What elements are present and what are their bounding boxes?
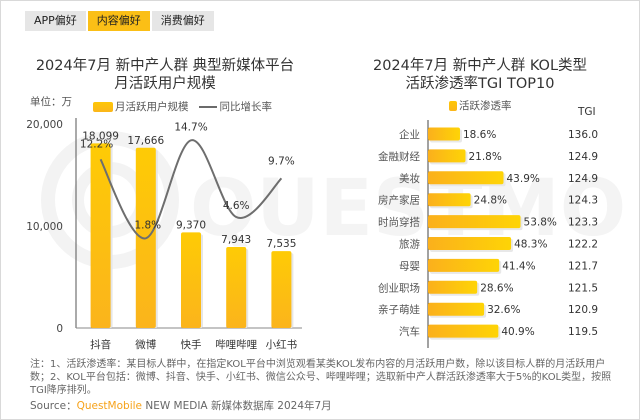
- bar: [181, 232, 201, 328]
- tgi-value: 136.0: [568, 129, 598, 141]
- left-chart: 0 10,000 20,000 18,099 抖音 17,666 微博 9,370 快手 7,94…: [26, 118, 302, 350]
- bar-value-label: 40.9%: [501, 326, 534, 338]
- right-title-line1: 2024年7月 新中产人群 KOL类型: [372, 58, 588, 74]
- growth-rate-line: [99, 139, 283, 240]
- legend-penetration-swatch: [449, 100, 457, 111]
- bar-value-label: 7,535: [266, 238, 296, 250]
- line-value-label: 14.7%: [174, 121, 207, 133]
- x-tick-label: 哔哩哔哩: [215, 338, 257, 350]
- legend-penetration-label: 活跃渗透率: [459, 100, 512, 112]
- legend-line-swatch: [198, 105, 217, 108]
- left-title-line2: 月活跃用户规模: [114, 76, 216, 92]
- category-label: 企业: [399, 128, 420, 141]
- bar-value-label: 24.8%: [474, 195, 507, 207]
- tgi-header: TGI: [578, 106, 596, 118]
- tgi-value: 121.7: [568, 260, 598, 272]
- left-chart-title: 2024年7月 新中产人群 典型新媒体平台 月活跃用户规模: [20, 57, 310, 93]
- line-value-label: 4.6%: [223, 200, 250, 212]
- y-tick-label: 0: [56, 323, 63, 335]
- tab-app-preference[interactable]: APP偏好: [25, 11, 86, 31]
- x-tick-label: 快手: [181, 338, 202, 350]
- source-prefix: Source：: [30, 400, 77, 412]
- bar-value-label: 7,943: [221, 234, 251, 246]
- line-value-label: 1.8%: [134, 219, 161, 231]
- x-tick-label: 小红书: [266, 338, 298, 350]
- tgi-value: 124.9: [568, 151, 598, 163]
- category-label: 旅游: [399, 238, 420, 251]
- legend-bar-swatch: [93, 101, 113, 112]
- tgi-value: 124.3: [568, 195, 598, 207]
- category-label: 时尚穿搭: [378, 216, 420, 229]
- right-chart: 企业 18.6% 136.0 金融财经 21.8% 124.9 美妆 43.9% 124.9 房产…: [378, 120, 598, 348]
- bar: [428, 193, 471, 207]
- bar: [271, 251, 292, 328]
- bar-value-label: 28.6%: [480, 282, 513, 294]
- bar: [226, 246, 247, 328]
- x-tick-label: 微博: [135, 338, 156, 350]
- category-label: 母婴: [399, 260, 420, 272]
- legend-line-label: 同比增长率: [219, 101, 273, 113]
- bar: [428, 215, 521, 229]
- bar-value-label: 41.4%: [502, 260, 535, 272]
- left-title-line1: 2024年7月 新中产人群 典型新媒体平台: [35, 58, 295, 74]
- bar: [428, 258, 500, 272]
- bar: [428, 171, 504, 185]
- bar: [428, 149, 466, 163]
- tab-bar: APP偏好 内容偏好 消费偏好: [25, 11, 214, 31]
- legend-bar-label: 月活跃用户规模: [115, 101, 189, 113]
- tab-content-preference[interactable]: 内容偏好: [87, 11, 150, 31]
- source-line: Source：QuestMobile NEW MEDIA 新媒体数据库 2024…: [30, 398, 332, 413]
- y-tick-label: 20,000: [26, 119, 63, 131]
- right-title-line2: 活跃渗透率TGI TOP10: [405, 76, 555, 92]
- y-tick-label: 10,000: [26, 221, 63, 233]
- tab-consumption-preference[interactable]: 消费偏好: [151, 11, 214, 31]
- tgi-value: 122.2: [568, 239, 598, 251]
- unit-label: 单位：万: [30, 96, 72, 108]
- tgi-value: 120.9: [568, 304, 598, 316]
- source-brand: QuestMobile: [76, 400, 142, 412]
- right-legend: 活跃渗透率: [449, 98, 512, 113]
- bar: [428, 280, 478, 294]
- left-legend: 月活跃用户规模 同比增长率: [93, 99, 272, 114]
- line-value-label: 12.2%: [80, 138, 113, 150]
- tgi-value: 119.5: [568, 326, 598, 338]
- tgi-value: 123.3: [568, 217, 598, 229]
- footnote: 注：1、活跃渗透率：某目标人群中，在指定KOL平台中浏览观看某类KOL发布内容的…: [30, 359, 612, 396]
- bar: [428, 237, 512, 250]
- bar: [90, 143, 111, 328]
- bar-value-label: 32.6%: [487, 304, 520, 316]
- category-label: 亲子萌娃: [378, 303, 420, 316]
- bar-value-label: 9,370: [176, 219, 206, 231]
- bar-value-label: 48.3%: [514, 239, 547, 251]
- tgi-value: 121.5: [568, 282, 598, 294]
- source-suffix: NEW MEDIA 新媒体数据库 2024年7月: [142, 400, 332, 412]
- bar-value-label: 43.9%: [507, 173, 540, 185]
- bar-value-label: 17,666: [127, 135, 164, 147]
- bar-value-label: 53.8%: [524, 217, 557, 229]
- bar: [428, 324, 499, 338]
- bar: [428, 127, 460, 141]
- category-label: 汽车: [399, 325, 420, 338]
- category-label: 房产家居: [378, 194, 420, 207]
- bar-value-label: 21.8%: [468, 151, 501, 163]
- tgi-value: 124.9: [568, 173, 598, 185]
- bar: [428, 302, 485, 316]
- line-value-label: 9.7%: [268, 155, 295, 167]
- category-label: 金融财经: [378, 150, 420, 163]
- category-label: 美妆: [399, 172, 420, 185]
- right-chart-title: 2024年7月 新中产人群 KOL类型 活跃渗透率TGI TOP10: [330, 57, 630, 93]
- bar-value-label: 18.6%: [463, 129, 496, 141]
- x-tick-label: 抖音: [90, 338, 111, 350]
- bar-value-label: 18,099: [82, 130, 119, 142]
- category-label: 创业职场: [378, 281, 420, 294]
